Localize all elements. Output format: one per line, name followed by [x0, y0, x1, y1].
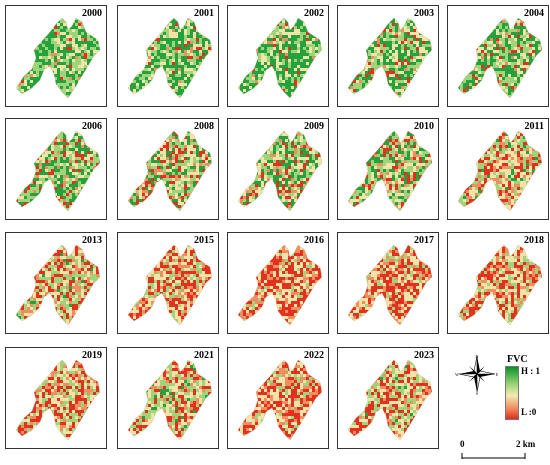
fvc-map-panel-2003: 2003 [337, 5, 439, 107]
fvc-map-panel-2010: 2010 [337, 118, 439, 220]
legend-low-label: L :0 [521, 407, 537, 417]
panel-year-label: 2006 [82, 121, 102, 132]
fvc-map-panel-2022: 2022 [227, 347, 329, 449]
panel-year-label: 2000 [82, 8, 102, 19]
fvc-map-panel-2006: 2006 [5, 118, 107, 220]
north-label: N [476, 354, 479, 359]
fvc-map-panel-2013: 2013 [5, 232, 107, 334]
fvc-map-panel-2002: 2002 [227, 5, 329, 107]
panel-year-label: 2003 [414, 8, 434, 19]
panel-year-label: 2021 [194, 350, 214, 361]
panel-year-label: 2009 [304, 121, 324, 132]
fvc-map-panel-2017: 2017 [337, 232, 439, 334]
panel-year-label: 2018 [524, 235, 544, 246]
legend-title: FVC [507, 354, 528, 365]
panel-year-label: 2011 [524, 121, 544, 132]
legend-high-label: H : 1 [521, 366, 540, 376]
north-arrow-icon: N S E W [455, 354, 499, 396]
fvc-map-panel-2018: 2018 [447, 232, 549, 334]
panel-year-label: 2010 [414, 121, 434, 132]
fvc-map-panel-2019: 2019 [5, 347, 107, 449]
fvc-map-panel-2009: 2009 [227, 118, 329, 220]
scale-start-label: 0 [460, 439, 465, 449]
panel-year-label: 2008 [194, 121, 214, 132]
west-label: W [455, 372, 459, 377]
panel-year-label: 2022 [304, 350, 324, 361]
fvc-map-panel-2004: 2004 [447, 5, 549, 107]
fvc-map-panel-2001: 2001 [117, 5, 219, 107]
fvc-map-panel-2023: 2023 [337, 347, 439, 449]
fvc-map-panel-2011: 2011 [447, 118, 549, 220]
panel-year-label: 2004 [524, 8, 544, 19]
scale-bar [461, 453, 526, 459]
fvc-map-panel-2008: 2008 [117, 118, 219, 220]
panel-year-label: 2016 [304, 235, 324, 246]
panel-year-label: 2017 [414, 235, 434, 246]
fvc-color-ramp [505, 366, 519, 420]
fvc-map-panel-2016: 2016 [227, 232, 329, 334]
south-label: S [476, 391, 478, 396]
east-label: E [496, 372, 499, 377]
scale-end-label: 2 km [516, 439, 536, 449]
fvc-map-panel-2015: 2015 [117, 232, 219, 334]
panel-year-label: 2023 [414, 350, 434, 361]
fvc-map-panel-2021: 2021 [117, 347, 219, 449]
panel-year-label: 2015 [194, 235, 214, 246]
fvc-map-panel-2000: 2000 [5, 5, 107, 107]
panel-year-label: 2013 [82, 235, 102, 246]
panel-year-label: 2002 [304, 8, 324, 19]
panel-year-label: 2001 [194, 8, 214, 19]
panel-year-label: 2019 [82, 350, 102, 361]
map-legend: N S E W FVC H : 1 L :0 0 2 km [447, 340, 547, 465]
